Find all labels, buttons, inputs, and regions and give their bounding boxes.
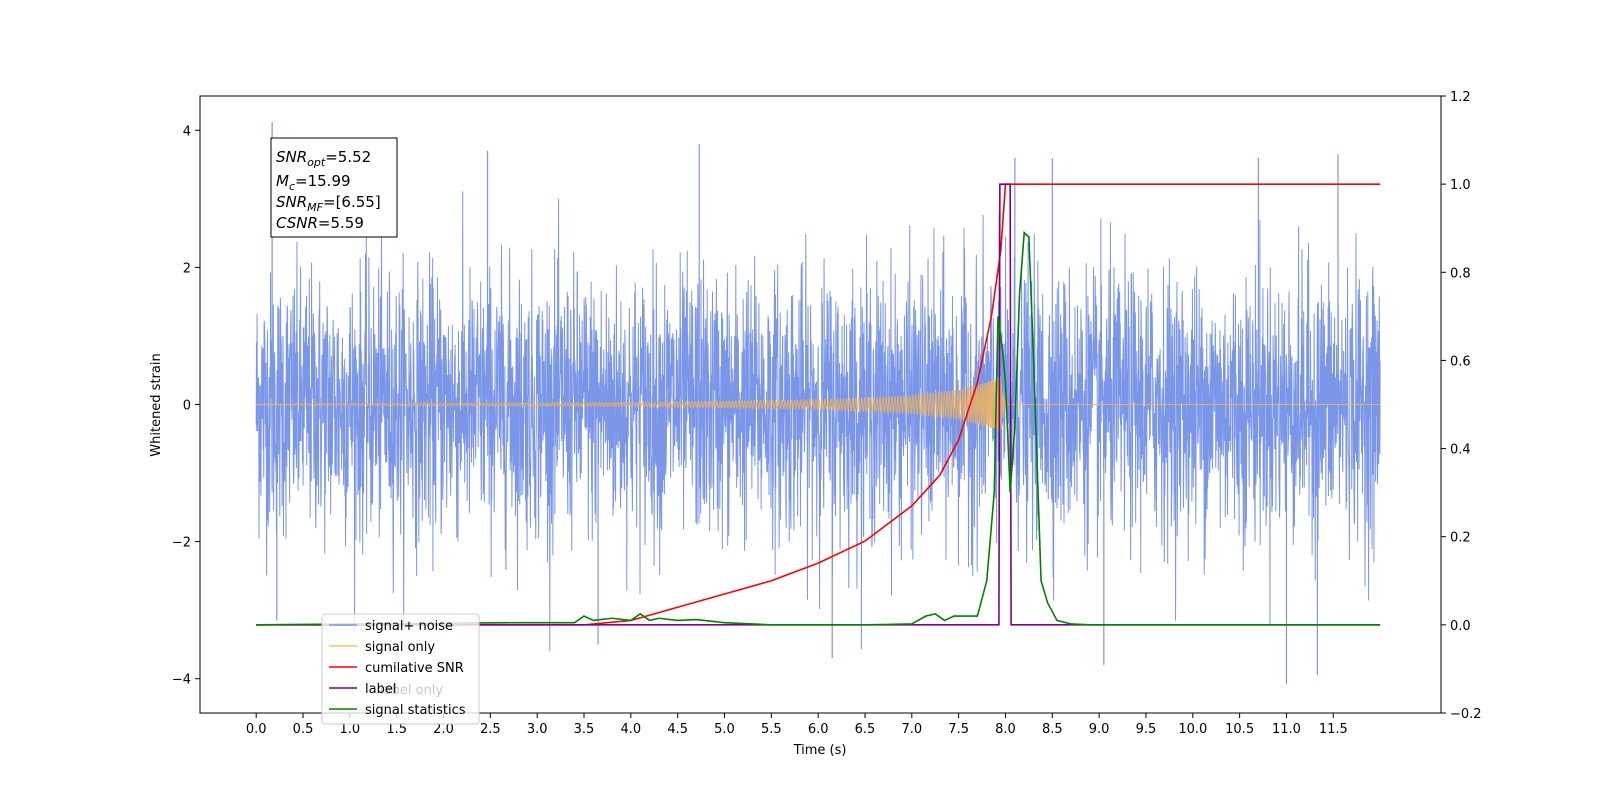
x-tick-label: 9.5 <box>1136 722 1157 737</box>
x-tick-label: 11.0 <box>1272 722 1301 737</box>
left-y-tick-label: 4 <box>183 124 191 139</box>
legend-label-label: label <box>365 682 396 697</box>
right-y-tick-label: 0.4 <box>1450 443 1471 458</box>
x-tick-label: 2.5 <box>480 722 501 737</box>
x-tick-label: 5.5 <box>761 722 782 737</box>
series-signal-statistics-line <box>256 230 1381 626</box>
x-tick-label: 8.0 <box>995 722 1016 737</box>
legend: label only signal+ noise signal only cum… <box>321 613 480 725</box>
legend-frame <box>321 613 480 725</box>
series-cumulative-snr-line <box>256 183 1381 626</box>
x-tick-label: 0.0 <box>246 722 267 737</box>
x-tick-label: 3.5 <box>574 722 595 737</box>
right-y-tick-label: −0.2 <box>1450 707 1482 722</box>
legend-label-signal-only: signal only <box>365 640 435 655</box>
legend-label-signal-statistics: signal statistics <box>365 703 466 718</box>
annotation-box: SNRopt=5.52 Mc=15.99 SNRMF=[6.55] CSNR=5… <box>270 137 398 238</box>
right-y-tick-label: 0.0 <box>1450 619 1471 634</box>
right-y-tick-label: 0.8 <box>1450 266 1471 281</box>
plot-area <box>255 122 1381 685</box>
x-axis-label: Time (s) <box>793 743 847 758</box>
legend-ghost-text: label only <box>380 683 443 698</box>
x-tick-label: 9.0 <box>1089 722 1110 737</box>
legend-item-signal-only: signal only <box>329 640 435 655</box>
legend-label-cumulative-snr: cumilative SNR <box>365 661 464 676</box>
x-tick-label: 4.5 <box>667 722 688 737</box>
csnr-text: CSNR=5.59 <box>276 214 364 232</box>
x-tick-label: 8.5 <box>1042 722 1063 737</box>
snr-opt-text: SNRopt=5.52 <box>276 148 371 169</box>
x-axis-ticks: 0.0 0.5 1.0 1.5 2.0 2.5 3.0 3.5 4.0 4.5 5.0 5.5 6.0 6… <box>246 713 1348 737</box>
legend-item-signal-noise: signal+ noise <box>329 619 453 634</box>
mc-text: Mc=15.99 <box>276 172 351 193</box>
right-y-tick-label: 0.2 <box>1450 531 1471 546</box>
x-tick-label: 7.0 <box>901 722 922 737</box>
right-y-axis-ticks: 1.2 1.0 0.8 0.6 0.4 0.2 0.0 −0.2 <box>1441 90 1482 722</box>
series-signal-only-line <box>256 376 1381 433</box>
right-y-tick-label: 0.6 <box>1450 354 1471 369</box>
x-tick-label: 5.0 <box>714 722 735 737</box>
snr-mf-text: SNRMF=[6.55] <box>276 193 381 214</box>
legend-item-cumulative-snr: cumilative SNR <box>329 661 464 676</box>
x-tick-label: 3.0 <box>527 722 548 737</box>
legend-item-label: label <box>329 682 396 697</box>
legend-label-signal-noise: signal+ noise <box>365 619 453 634</box>
x-tick-label: 7.5 <box>948 722 969 737</box>
x-tick-label: 6.0 <box>808 722 829 737</box>
y-axis-label: Whitened strain <box>149 353 164 456</box>
x-tick-label: 10.0 <box>1178 722 1207 737</box>
x-tick-label: 4.0 <box>620 722 641 737</box>
x-tick-label: 11.5 <box>1319 722 1348 737</box>
left-y-tick-label: 0 <box>183 399 191 414</box>
x-tick-label: 1.0 <box>340 722 361 737</box>
x-tick-label: 0.5 <box>293 722 314 737</box>
x-tick-label: 6.5 <box>855 722 876 737</box>
x-tick-label: 2.0 <box>433 722 454 737</box>
legend-item-signal-statistics: signal statistics <box>329 703 466 718</box>
right-y-tick-label: 1.0 <box>1450 178 1471 193</box>
x-tick-label: 10.5 <box>1225 722 1254 737</box>
annotation-frame <box>270 137 398 238</box>
series-signal-noise-line <box>255 191 1381 652</box>
x-tick-label: 1.5 <box>386 722 407 737</box>
right-y-tick-label: 1.2 <box>1450 90 1471 105</box>
left-y-axis-ticks: 4 2 0 −2 −4 <box>172 124 200 688</box>
left-y-tick-label: 2 <box>183 261 191 276</box>
left-y-tick-label: −4 <box>172 673 191 688</box>
left-y-tick-label: −2 <box>172 536 191 551</box>
